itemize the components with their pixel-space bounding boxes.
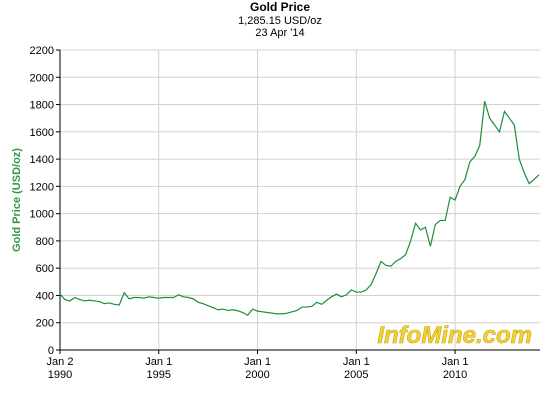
x-tick-label: Jan 2 (47, 356, 74, 368)
x-tick-label: Jan 1 (145, 356, 172, 368)
x-tick-label: Jan 1 (244, 356, 271, 368)
y-tick-label: 1400 (30, 154, 54, 166)
watermark: InfoMine.com (377, 322, 532, 349)
price-line (59, 100, 540, 316)
x-tick-year: 2010 (443, 369, 467, 381)
x-tick-year: 1990 (48, 369, 72, 381)
y-tick-label: 1200 (30, 181, 54, 193)
y-tick-label: 400 (36, 290, 54, 302)
chart-subtitle: 1,285.15 USD/oz (238, 15, 322, 27)
chart-title: Gold Price (250, 0, 310, 14)
y-tick-label: 1800 (30, 100, 54, 112)
x-tick-year: 2005 (344, 369, 368, 381)
chart-date: 23 Apr '14 (255, 27, 304, 39)
x-tick-year: 2000 (245, 369, 269, 381)
y-tick-label: 1600 (30, 127, 54, 139)
y-tick-label: 0 (48, 345, 54, 357)
x-tick-year: 1995 (147, 369, 171, 381)
y-tick-label: 2000 (30, 72, 54, 84)
x-tick-label: Jan 1 (343, 356, 370, 368)
x-tick-label: Jan 1 (442, 356, 469, 368)
y-tick-label: 2200 (30, 45, 54, 57)
y-axis-label: Gold Price (USD/oz) (11, 148, 23, 252)
y-tick-label: 800 (36, 236, 54, 248)
y-tick-label: 600 (36, 263, 54, 275)
y-tick-label: 1000 (30, 209, 54, 221)
y-tick-label: 200 (36, 318, 54, 330)
